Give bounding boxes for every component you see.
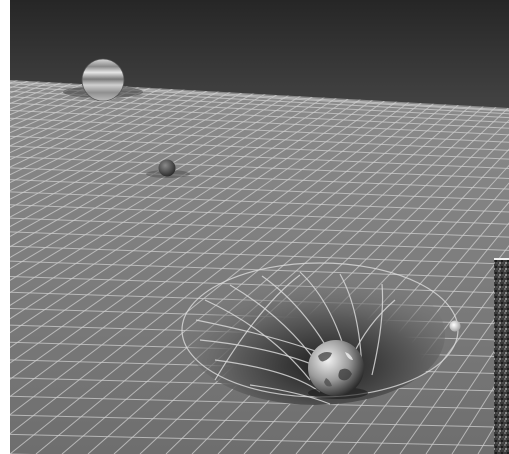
grid-line-horizontal xyxy=(10,96,509,124)
grid-line-receding xyxy=(373,80,509,454)
grid-line-horizontal xyxy=(10,217,509,238)
inset-photo-corner xyxy=(494,258,509,454)
grid-line-horizontal xyxy=(10,135,509,160)
grid-line-horizontal xyxy=(10,117,509,143)
inset-photo-edge xyxy=(494,258,509,260)
moon-icon xyxy=(449,320,461,332)
grid-line-horizontal xyxy=(10,191,509,213)
gravity-well xyxy=(185,265,445,405)
grid-line-horizontal xyxy=(10,145,509,169)
grid-line-horizontal xyxy=(10,126,509,151)
grid-line-horizontal xyxy=(10,433,509,447)
grid-line-horizontal xyxy=(10,156,509,180)
small-planet-icon xyxy=(146,159,190,178)
jupiter-icon xyxy=(63,58,143,102)
earth-icon xyxy=(308,340,368,399)
grid-line-horizontal xyxy=(10,204,509,225)
grid-line-horizontal xyxy=(10,414,509,428)
grid-line-horizontal xyxy=(10,179,509,201)
grid-line-horizontal xyxy=(10,245,509,265)
grid-line-horizontal xyxy=(10,231,509,251)
grid-line-horizontal xyxy=(10,395,509,410)
grid-line-receding xyxy=(399,80,509,454)
